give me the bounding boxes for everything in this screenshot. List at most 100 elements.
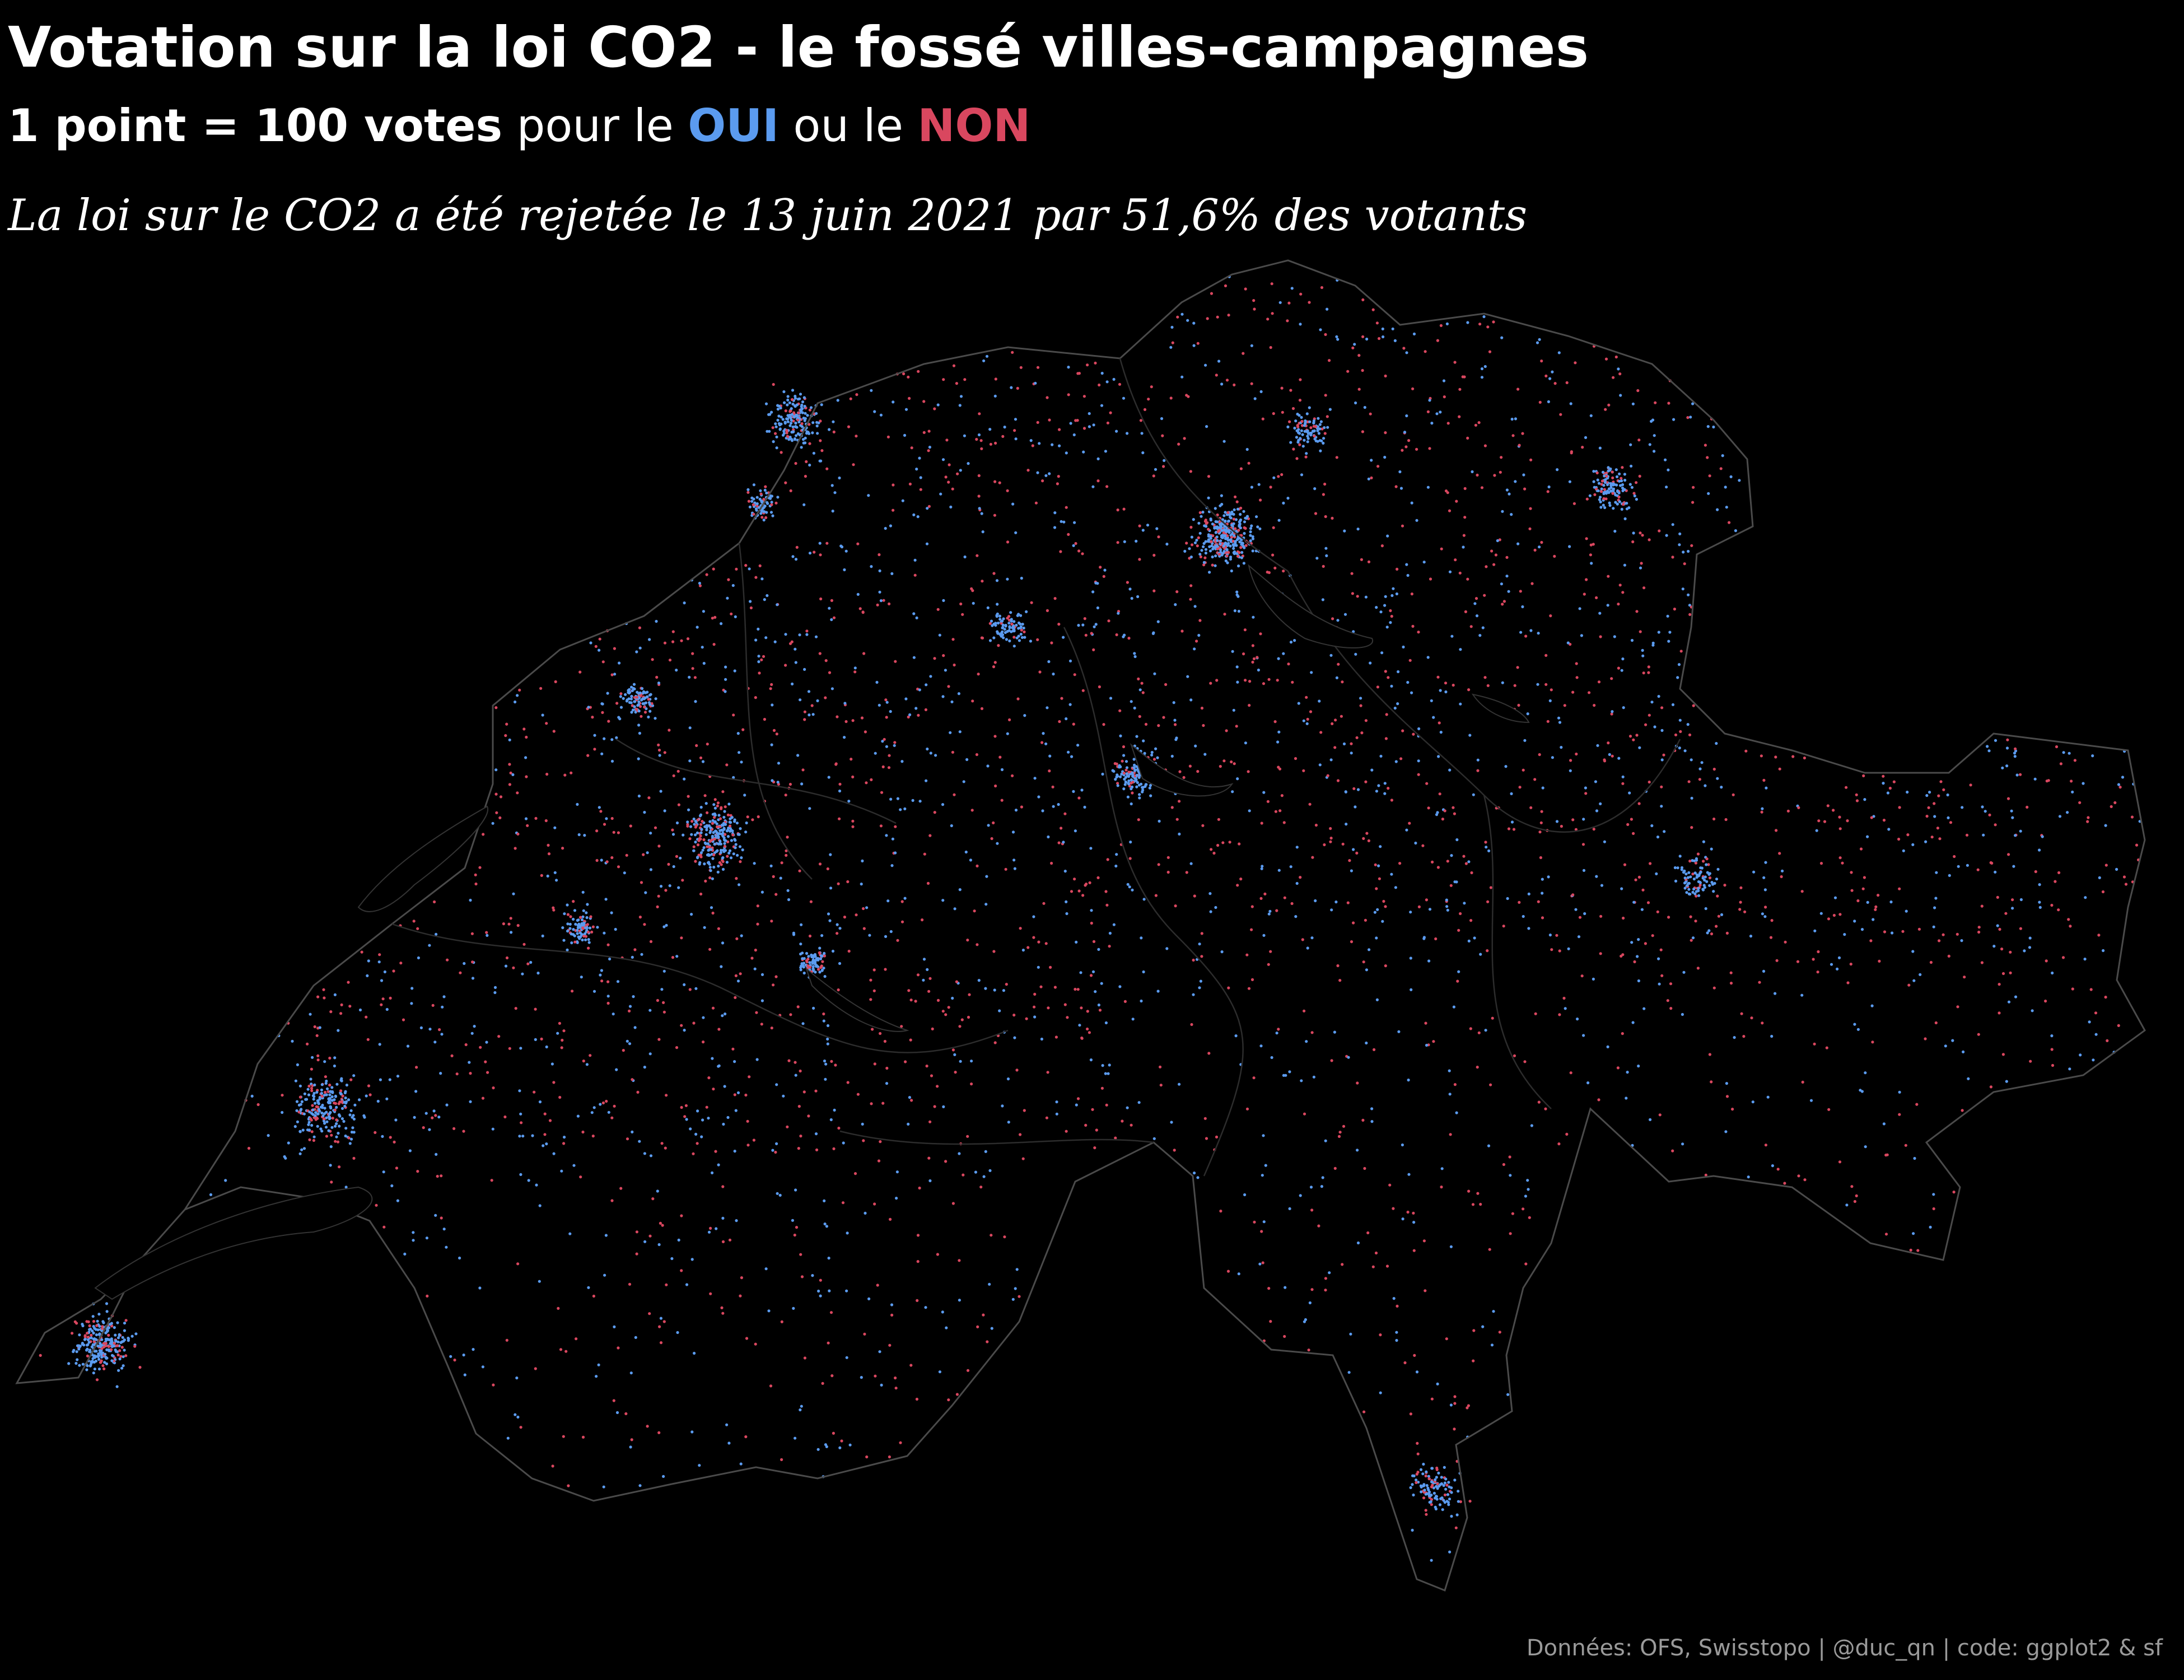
non-dot	[540, 874, 543, 877]
non-dot	[1226, 1270, 1230, 1273]
non-dot	[902, 372, 906, 376]
non-dot	[1446, 860, 1449, 863]
oui-dot	[628, 688, 631, 691]
non-dot	[1234, 495, 1237, 498]
non-dot	[1144, 722, 1148, 726]
non-dot	[378, 953, 381, 956]
non-dot	[586, 754, 590, 757]
oui-dot	[889, 797, 893, 801]
non-dot	[1352, 787, 1356, 790]
oui-dot	[988, 1169, 992, 1172]
non-dot	[1996, 895, 1999, 899]
oui-dot	[1439, 689, 1442, 692]
oui-dot	[576, 802, 579, 806]
oui-dot	[845, 1289, 848, 1292]
oui-dot	[1123, 633, 1126, 637]
oui-dot	[1603, 840, 1606, 843]
legend-oui-label: OUI	[688, 100, 779, 152]
oui-dot	[1316, 440, 1319, 443]
oui-dot	[1180, 375, 1184, 379]
oui-dot	[598, 648, 601, 652]
oui-dot	[99, 1349, 102, 1353]
oui-dot	[916, 515, 920, 519]
non-dot	[694, 860, 697, 863]
oui-dot	[1412, 332, 1416, 335]
oui-dot	[315, 1090, 319, 1094]
non-dot	[440, 1174, 443, 1178]
oui-dot	[1690, 796, 1693, 800]
non-dot	[1679, 650, 1683, 653]
non-dot	[870, 1102, 873, 1105]
non-dot	[836, 715, 839, 718]
non-dot	[1563, 704, 1566, 707]
non-dot	[638, 704, 642, 708]
oui-dot	[1216, 539, 1219, 542]
non-dot	[1138, 524, 1141, 528]
oui-dot	[829, 886, 833, 890]
oui-dot	[1510, 513, 1513, 516]
non-dot	[1630, 818, 1633, 821]
non-dot	[1949, 821, 1953, 824]
non-dot	[1989, 861, 1992, 865]
non-dot	[1341, 680, 1344, 684]
non-dot	[966, 1135, 969, 1138]
non-dot	[1040, 741, 1044, 744]
oui-dot	[1152, 1137, 1156, 1140]
oui-dot	[1293, 426, 1296, 430]
oui-dot	[698, 861, 702, 864]
non-dot	[392, 969, 395, 973]
oui-dot	[1282, 1074, 1285, 1077]
non-dot	[1430, 1397, 1434, 1401]
non-dot	[1870, 816, 1873, 819]
oui-dot	[1538, 338, 1541, 341]
oui-dot	[301, 1128, 305, 1132]
oui-dot	[1548, 934, 1552, 937]
oui-dot	[328, 1099, 331, 1103]
non-dot	[1385, 713, 1388, 716]
oui-dot	[1689, 416, 1692, 419]
oui-dot	[824, 1062, 828, 1066]
oui-dot	[1725, 506, 1728, 509]
non-dot	[1033, 992, 1037, 996]
non-dot	[990, 1234, 993, 1237]
non-dot	[1581, 446, 1584, 449]
non-dot	[1617, 666, 1620, 670]
non-dot	[2130, 815, 2134, 819]
oui-dot	[1632, 531, 1635, 535]
non-dot	[1331, 722, 1334, 725]
oui-dot	[1439, 410, 1442, 414]
non-dot	[1154, 894, 1158, 897]
non-dot	[836, 932, 839, 935]
non-dot	[2086, 820, 2089, 823]
oui-dot	[721, 1216, 725, 1220]
non-dot	[686, 637, 690, 641]
non-dot	[754, 576, 758, 579]
oui-dot	[1020, 576, 1023, 580]
oui-dot	[1365, 968, 1368, 972]
oui-dot	[739, 1462, 743, 1466]
oui-dot	[1603, 474, 1606, 478]
oui-dot	[1882, 1122, 1886, 1126]
non-dot	[1251, 644, 1254, 647]
non-dot	[1392, 1207, 1395, 1210]
oui-dot	[704, 802, 708, 805]
oui-dot	[822, 1019, 825, 1023]
oui-dot	[941, 695, 945, 698]
non-dot	[1018, 1295, 1021, 1298]
oui-dot	[1430, 422, 1434, 425]
oui-dot	[100, 1355, 104, 1359]
oui-dot	[127, 1336, 130, 1340]
non-dot	[433, 900, 436, 904]
non-dot	[1329, 837, 1333, 840]
non-dot	[1956, 932, 1959, 936]
oui-dot	[711, 1057, 714, 1060]
oui-dot	[412, 1231, 415, 1234]
non-dot	[1272, 526, 1275, 529]
oui-dot	[1315, 557, 1319, 560]
oui-dot	[629, 1371, 633, 1375]
non-dot	[316, 1058, 320, 1062]
non-dot	[587, 946, 590, 950]
non-dot	[459, 971, 462, 974]
non-dot	[1102, 723, 1105, 726]
oui-dot	[676, 1331, 679, 1334]
